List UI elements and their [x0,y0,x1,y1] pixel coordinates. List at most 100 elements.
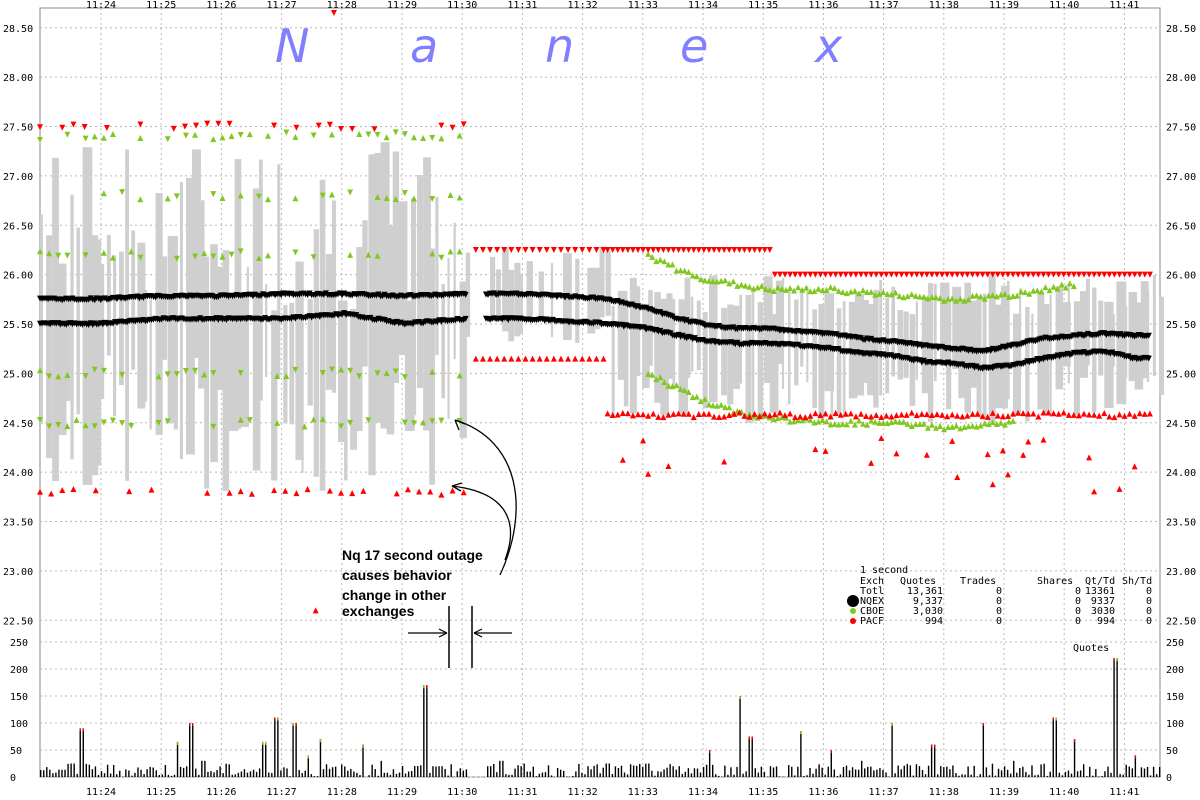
pacf-mark [761,246,768,253]
cboe-mark [82,422,89,429]
pacf-mark [655,246,662,253]
x-tick-top: 11:33 [628,0,658,11]
cboe-mark [456,132,463,139]
cboe-mark [292,366,299,373]
pacf-mark [449,487,456,494]
volume-bar [970,774,972,777]
volume-bar [930,744,933,777]
volume-bar [1092,775,1094,777]
volume-bar [55,772,57,777]
pacf-mark [1025,410,1032,417]
pacf-mark [271,487,278,494]
cboe-mark [839,288,846,295]
pacf-mark [645,470,652,477]
cboe-mark [1050,283,1057,290]
cboe-mark [941,426,948,433]
cboe-mark [880,419,887,426]
pacf-mark [557,246,564,253]
pacf-mark [193,122,200,129]
pacf-mark [543,246,550,253]
stats-cell: PACF [860,616,884,627]
cboe-mark [283,372,290,379]
cboe-mark [73,416,80,423]
cboe-mark [661,379,668,386]
pacf-mark [1030,410,1037,417]
cboe-mark [429,134,436,141]
pacf-mark [822,447,829,454]
volume-bar [797,766,799,777]
pacf-mark [680,410,687,417]
volume-bar [1031,765,1033,777]
x-tick-bottom: 11:33 [628,787,658,798]
pacf-mark [766,412,773,419]
spread-bar [854,293,865,396]
cboe-mark [1010,417,1017,424]
cboe-mark [319,192,326,199]
spread-bar [970,300,978,388]
cboe-mark [46,423,53,430]
volume-bar [754,768,756,777]
pacf-mark [771,271,778,278]
nqex-ask-mark [462,291,469,298]
volume-bar [234,774,237,777]
x-tick-top: 11:24 [86,0,116,11]
volume-bar [702,767,705,777]
pacf-mark [665,246,672,253]
y-tick-left: 23.00 [3,567,33,578]
cboe-mark [46,373,53,380]
pacf-mark [979,271,986,278]
volume-bar [301,773,303,777]
volume-bar [1025,771,1027,777]
cboe-mark [843,421,850,428]
cboe-mark [55,252,62,259]
volume-bar [864,768,866,777]
cboe-mark [864,288,871,295]
spread-bar [131,230,136,370]
spread-bar [702,312,708,409]
volume-bar [584,774,586,777]
cboe-mark [246,131,253,138]
cboe-mark [941,297,948,304]
watermark-letter: n [545,19,574,73]
cboe-mark [292,195,299,202]
x-tick-top: 11:34 [688,0,718,11]
cboe-mark [1018,288,1025,295]
volume-bar-top [307,755,309,759]
cboe-mark [815,285,822,292]
volume-bar [523,763,525,777]
volume-bar [265,741,267,777]
pacf-mark [508,246,515,253]
cboe-mark [693,273,700,280]
volume-bar [632,765,635,777]
volume-bar [876,769,878,777]
pacf-mark [226,120,233,127]
pacf-mark [761,410,768,417]
spread-bar [599,246,605,318]
volume-bar [67,763,69,777]
cboe-mark [1042,284,1049,291]
spread-bar [873,289,879,408]
spread-bar [1116,281,1127,405]
volume-bar [228,764,230,777]
volume-bar [426,685,428,777]
volume-bar [167,774,170,777]
pacf-mark [787,410,794,417]
x-tick-bottom: 11:40 [1049,787,1079,798]
pacf-mark [939,271,946,278]
volume-bar [392,769,395,777]
volume-bar [678,766,680,777]
volume-bar [836,776,839,777]
pacf-mark [126,488,133,495]
cboe-mark [401,190,408,197]
volume-bar [690,773,693,777]
cboe-mark [1066,280,1073,287]
cboe-mark [803,284,810,291]
cboe-mark [876,419,883,426]
pacf-mark [685,410,692,417]
volume-bar-top [319,739,322,743]
cboe-mark [657,256,664,263]
volume-bar [772,767,775,777]
cboe-mark [787,285,794,292]
volume-bar [210,771,212,777]
